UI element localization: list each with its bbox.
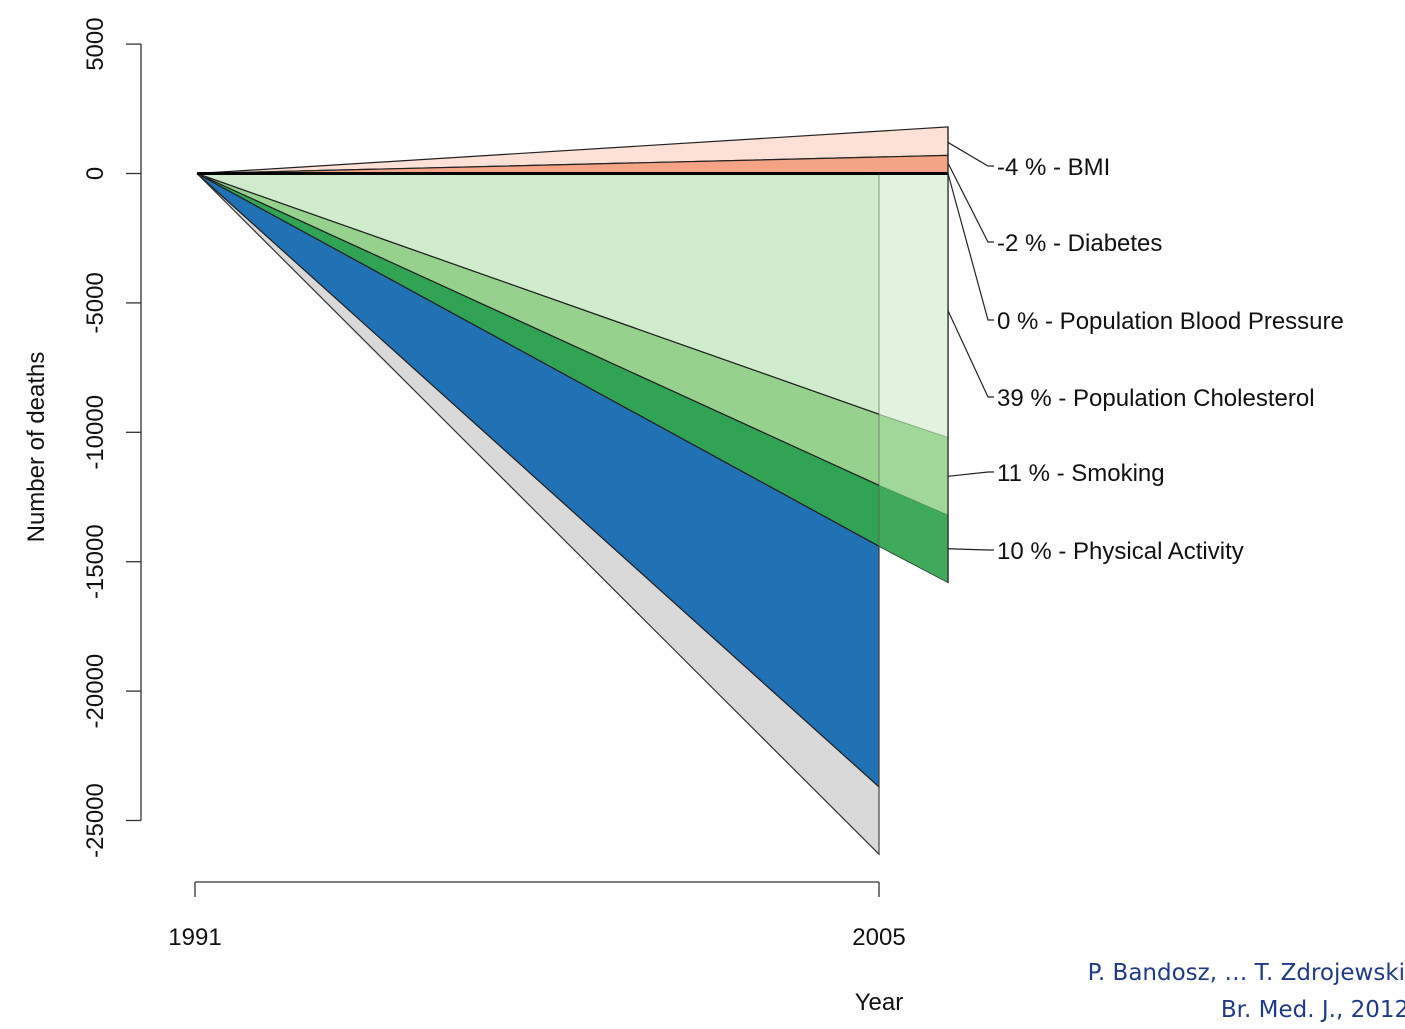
y-tick-label: 0 — [82, 167, 109, 180]
x-tick-label: 2005 — [852, 924, 905, 951]
x-axis: 1991 2005 — [168, 881, 906, 951]
factor-label: 0 % - Population Blood Pressure — [997, 308, 1344, 335]
factor-label: 10 % - Physical Activity — [997, 538, 1244, 565]
area-cholesterol-end — [879, 173, 948, 438]
area-smoking-end — [879, 414, 948, 516]
factor-labels: -4 % - BMI -2 % - Diabetes 0 % - Populatio… — [947, 141, 1344, 565]
y-axis-title: Number of deaths — [23, 352, 50, 543]
label-leader-line — [947, 471, 994, 477]
label-leader-line — [947, 310, 994, 398]
area-activity-end — [879, 485, 948, 583]
x-axis-title: Year — [855, 989, 904, 1016]
factor-label: 11 % - Smoking — [997, 460, 1165, 487]
citation-journal: Br. Med. J., 2012 — [1220, 996, 1405, 1023]
y-tick-label: -25000 — [82, 783, 109, 858]
chart-areas — [196, 126, 949, 856]
citation-authors: P. Bandosz, … T. Zdrojewski, — [1087, 960, 1405, 986]
label-leader-line — [947, 548, 994, 551]
y-tick-label: -10000 — [82, 395, 109, 470]
y-tick-label: -20000 — [82, 654, 109, 729]
y-axis: 5000 0 -5000 -10000 -15000 -20000 -25000 — [82, 17, 142, 858]
factor-label: -2 % - Diabetes — [997, 230, 1162, 257]
x-tick-label: 1991 — [168, 924, 221, 951]
y-tick-label: 5000 — [82, 17, 109, 70]
y-tick-label: -15000 — [82, 524, 109, 599]
factor-label: 39 % - Population Cholesterol — [997, 385, 1315, 412]
label-leader-line — [947, 162, 994, 243]
factor-label: -4 % - BMI — [997, 154, 1110, 181]
citation: P. Bandosz, … T. Zdrojewski, Br. Med. J.… — [1000, 955, 1405, 1029]
label-leader-line — [947, 173, 994, 321]
y-tick-label: -5000 — [82, 272, 109, 333]
label-leader-line — [947, 141, 994, 167]
